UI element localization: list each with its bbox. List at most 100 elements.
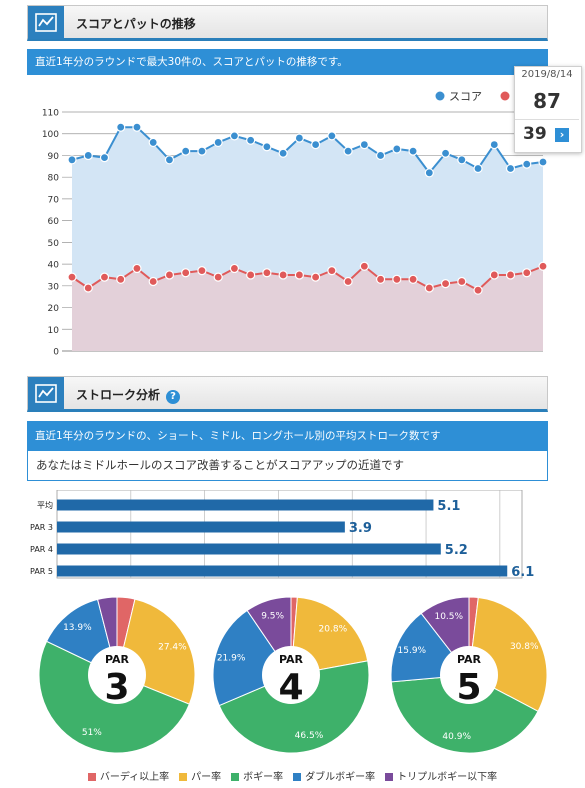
pie-slice-label: 40.9% [442,732,471,742]
pie-slice-label: 21.9% [217,653,246,663]
data-point [67,272,77,282]
y-tick-label: 90 [48,152,60,162]
pie-legend-swatch [293,773,302,781]
data-point [505,270,516,280]
bar-category-label: 平均 [37,500,53,510]
data-point [197,146,207,156]
data-point [213,272,223,282]
data-point [213,137,223,148]
data-point [538,157,548,167]
pie-center-number: 5 [456,667,481,708]
data-point [343,146,353,156]
pie-slice-label: 27.4% [158,642,187,652]
data-point [83,150,93,161]
data-point [440,148,451,158]
data-point [132,263,142,274]
data-point [424,283,434,293]
data-point [375,150,386,161]
data-point [408,146,418,156]
bar [57,543,441,555]
y-tick-label: 40 [48,261,60,271]
bar-value-label: 6.1 [511,565,534,580]
data-point [246,270,256,280]
data-point [99,272,110,282]
pie-legend-label: ボギー率 [243,772,284,783]
data-point [392,144,402,154]
advice-message: あなたはミドルホールのスコア改善することがスコアアップの近道です [27,451,548,481]
pie-center [88,646,146,704]
y-tick-label: 20 [48,304,60,314]
y-tick-label: 80 [48,174,60,184]
pie-legend-item: バーディ以上率 [87,768,170,783]
stroke-bar-chart: 平均 5.1 PAR 3 3.9 PAR 4 5.2 PAR 5 6.1 [30,490,534,580]
y-tick-label: 110 [42,109,59,119]
tooltip-divider [515,119,579,120]
tooltip-putt: 39 [523,124,547,144]
pie-legend-item: ダブルボギー率 [293,768,375,783]
pie-slice-label: 10.5% [434,612,463,622]
data-point [229,263,240,274]
bar [57,521,345,533]
y-tick-label: 60 [48,217,60,227]
data-point [327,266,337,276]
chevron-right-icon[interactable]: › [555,128,569,142]
y-tick-label: 10 [48,326,60,336]
pie-center-label: PAR [105,653,130,666]
data-point [246,135,256,145]
data-point [522,268,532,278]
y-tick-label: 0 [53,348,59,358]
stroke-pie-charts: 27.4%51%13.9%PAR320.8%46.5%21.9%9.5%PAR4… [38,596,548,754]
data-point [294,133,304,143]
pie-slice-label: 46.5% [295,731,324,741]
data-point [457,276,467,287]
data-point [392,274,402,284]
bar-value-label: 5.1 [437,499,460,514]
pie-legend-swatch [385,773,394,781]
pie-legend: バーディ以上率 パー率 ボギー率 ダブルボギー率 トリプルボギー以下率 [0,768,585,783]
tooltip-date: 2019/8/14 [521,69,573,80]
data-point [311,139,321,150]
data-point [116,274,126,284]
pie-center-number: 4 [278,667,303,708]
data-point [116,122,126,132]
plot-frame [56,490,523,579]
y-tick-label: 30 [48,282,60,292]
pie-legend-label: バーディ以上率 [99,772,170,783]
data-point [538,261,548,271]
data-point [132,122,142,132]
pie-center-label: PAR [457,653,482,666]
pie-slice-label: 9.5% [261,611,284,621]
legend-swatch [435,91,445,101]
pie-center-label: PAR [279,653,304,666]
y-tick-label: 100 [42,130,59,140]
pie-legend-label: ダブルボギー率 [305,772,376,783]
pie-legend-swatch [179,773,188,781]
pie-legend-label: トリプルボギー以下率 [397,772,498,783]
legend-swatch [500,91,510,101]
bar-value-label: 5.2 [445,543,468,558]
data-point [67,155,77,165]
bar [57,565,508,577]
pie-legend-item: ボギー率 [231,768,283,783]
data-tooltip: 2019/8/14 87 39 › [514,66,582,153]
y-tick-label: 70 [48,195,60,205]
pie-center [262,646,320,704]
data-point [229,131,240,141]
pie-slice [218,660,370,754]
data-point [278,270,288,280]
score-putt-header: スコアとパットの推移 [27,5,548,41]
data-point [148,276,158,287]
bar [57,499,434,511]
pie-legend-swatch [231,773,240,781]
y-tick-label: 50 [48,239,60,249]
bar-category-label: PAR 5 [30,567,53,576]
pie-slice [390,674,539,754]
data-point [489,270,499,280]
bar-value-label: 3.9 [349,521,372,536]
data-point [197,266,207,276]
data-point [522,159,532,169]
help-icon[interactable]: ? [166,390,181,404]
data-point [505,163,516,174]
data-point [489,139,499,150]
